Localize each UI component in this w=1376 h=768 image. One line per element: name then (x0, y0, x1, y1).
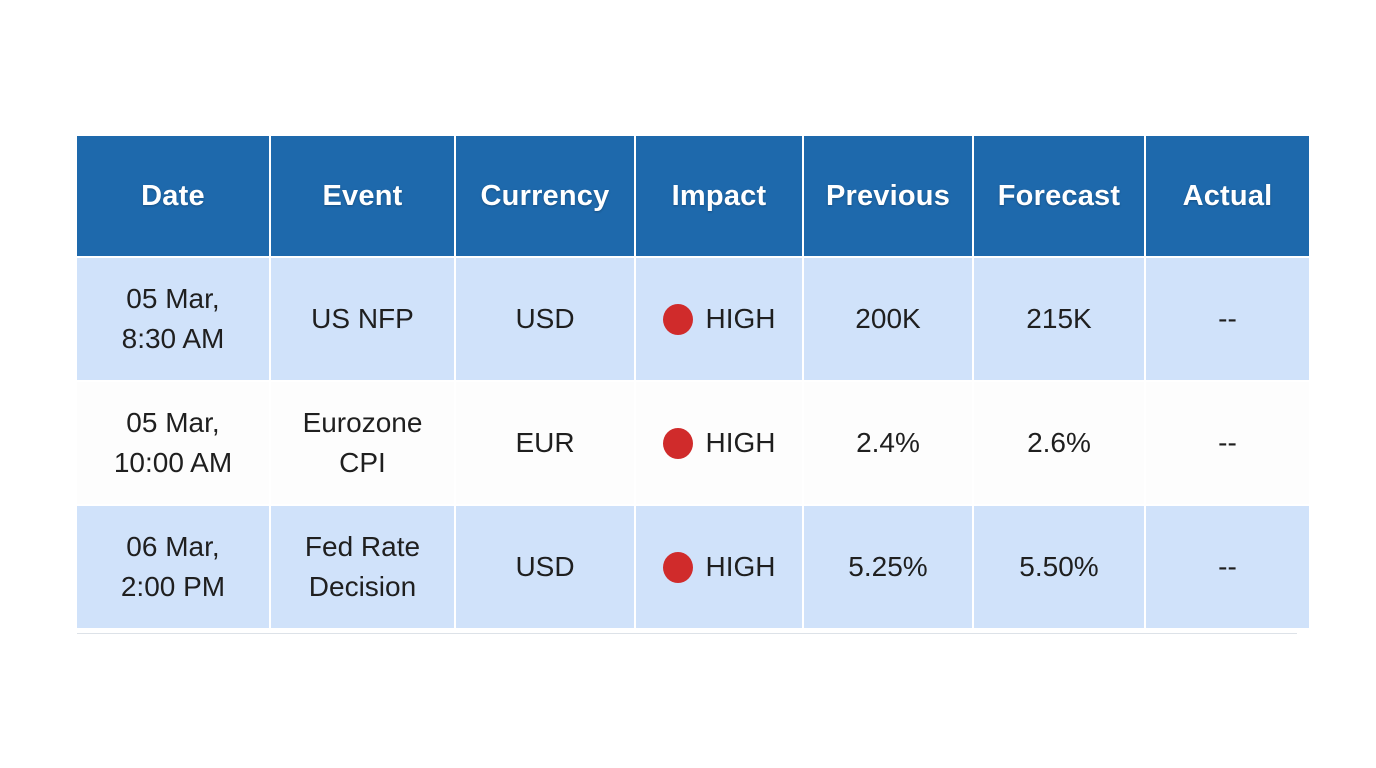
cell-forecast: 5.50% (974, 506, 1144, 628)
cell-currency: USD (456, 506, 634, 628)
cell-impact: HIGH (636, 382, 802, 504)
table-row: 06 Mar, 2:00 PM Fed Rate Decision USD HI… (77, 506, 1309, 628)
cell-actual: -- (1146, 382, 1309, 504)
header-cell-actual: Actual (1146, 136, 1309, 256)
header-cell-previous: Previous (804, 136, 972, 256)
impact-label: HIGH (705, 303, 776, 334)
header-row: Date Event Currency Impact Previous Fore… (77, 136, 1309, 256)
cell-date: 05 Mar, 10:00 AM (77, 382, 269, 504)
cell-actual: -- (1146, 506, 1309, 628)
header-cell-event: Event (271, 136, 454, 256)
cell-event: US NFP (271, 258, 454, 380)
cell-currency: USD (456, 258, 634, 380)
impact-label: HIGH (705, 551, 776, 582)
cell-impact: HIGH (636, 258, 802, 380)
cell-date: 06 Mar, 2:00 PM (77, 506, 269, 628)
high-impact-dot-icon (662, 427, 693, 459)
cell-previous: 200K (804, 258, 972, 380)
cell-event: Eurozone CPI (271, 382, 454, 504)
table-body: 05 Mar, 8:30 AM US NFP USD HIGH 200K 215… (77, 258, 1309, 628)
header-cell-currency: Currency (456, 136, 634, 256)
cell-impact: HIGH (636, 506, 802, 628)
cell-previous: 2.4% (804, 382, 972, 504)
cell-event: Fed Rate Decision (271, 506, 454, 628)
table-row: 05 Mar, 10:00 AM Eurozone CPI EUR HIGH 2… (77, 382, 1309, 504)
table-bottom-edge (77, 633, 1297, 634)
cell-forecast: 215K (974, 258, 1144, 380)
cell-previous: 5.25% (804, 506, 972, 628)
economic-calendar-table: Date Event Currency Impact Previous Fore… (75, 134, 1311, 630)
cell-forecast: 2.6% (974, 382, 1144, 504)
table-header: Date Event Currency Impact Previous Fore… (77, 136, 1309, 256)
impact-label: HIGH (705, 427, 776, 458)
high-impact-dot-icon (662, 551, 693, 583)
cell-date: 05 Mar, 8:30 AM (77, 258, 269, 380)
header-cell-forecast: Forecast (974, 136, 1144, 256)
cell-currency: EUR (456, 382, 634, 504)
table-row: 05 Mar, 8:30 AM US NFP USD HIGH 200K 215… (77, 258, 1309, 380)
header-cell-impact: Impact (636, 136, 802, 256)
high-impact-dot-icon (662, 303, 693, 335)
header-cell-date: Date (77, 136, 269, 256)
cell-actual: -- (1146, 258, 1309, 380)
